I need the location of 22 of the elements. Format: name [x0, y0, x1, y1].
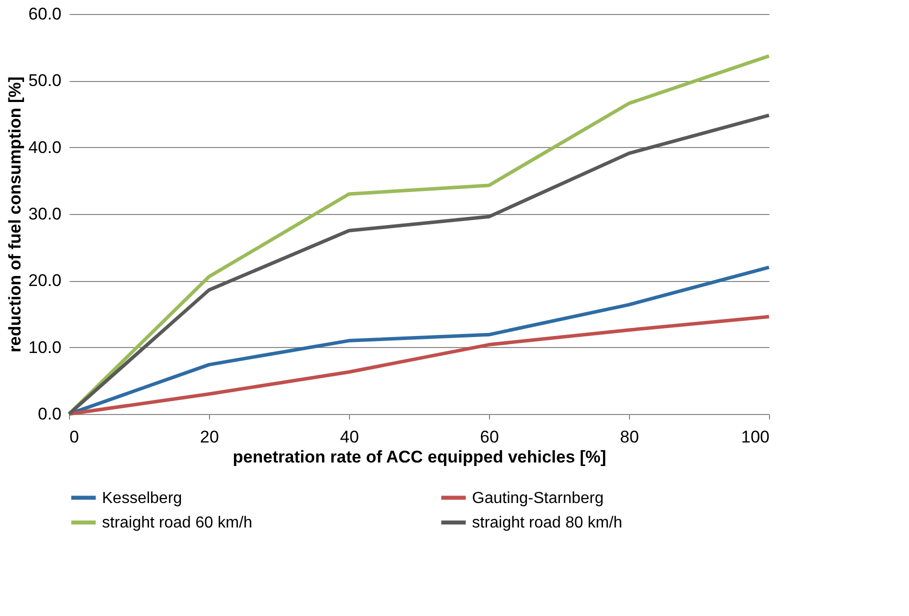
y-tick-label: 0.0: [38, 404, 62, 424]
y-axis-title: reduction of fuel consumption [%]: [5, 76, 24, 352]
legend-label: Gauting-Starnberg: [472, 490, 604, 507]
legend-label: straight road 80 km/h: [472, 514, 622, 532]
y-tick-label: 20.0: [28, 271, 62, 290]
legend-label: straight road 60 km/h: [102, 514, 252, 532]
x-tick-label: 20: [200, 428, 219, 446]
x-tick-label: 100: [741, 428, 770, 446]
line-series: [67, 54, 771, 416]
y-tick-label: 60.0: [28, 4, 62, 24]
x-tick-label: 60: [480, 428, 499, 446]
y-tick-label: 50.0: [28, 71, 62, 90]
y-tick-label: 40.0: [28, 138, 62, 157]
y-tick-label: 30.0: [28, 204, 62, 224]
legend-label: Kesselberg: [102, 490, 182, 507]
x-tick-label: 40: [340, 428, 359, 446]
x-tick-label: 80: [620, 428, 639, 446]
line-series: [67, 114, 771, 416]
line-series: [67, 314, 771, 416]
x-axis-title: penetration rate of ACC equipped vehicles [%]: [232, 448, 606, 466]
x-tick-label: 0: [70, 428, 79, 446]
y-tick-label: 10.0: [28, 338, 62, 357]
